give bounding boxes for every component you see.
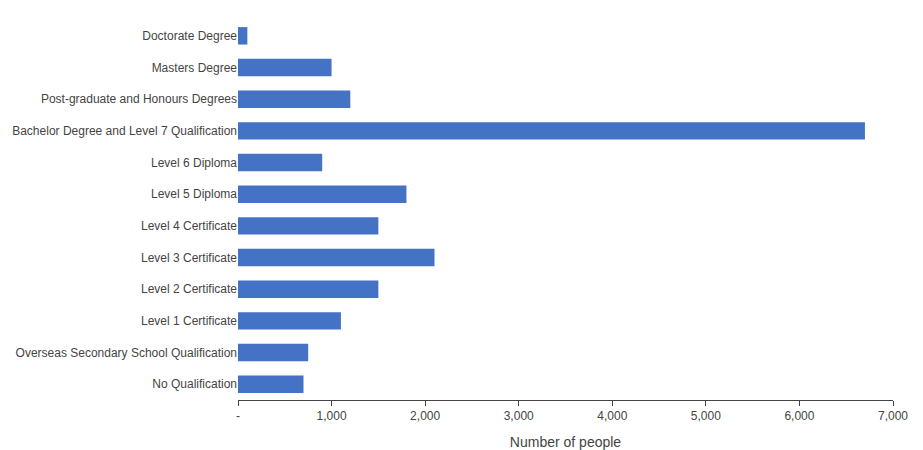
svg-text:-: -: [236, 409, 240, 423]
svg-text:6,000: 6,000: [784, 409, 814, 423]
svg-text:Level 2 Certificate: Level 2 Certificate: [141, 282, 237, 296]
svg-text:Level 5 Diploma: Level 5 Diploma: [151, 187, 237, 201]
svg-text:5,000: 5,000: [691, 409, 721, 423]
svg-text:Number of people: Number of people: [510, 434, 622, 450]
svg-text:Masters Degree: Masters Degree: [152, 61, 238, 75]
svg-text:Bachelor Degree and Level 7 Qu: Bachelor Degree and Level 7 Qualificatio…: [12, 124, 237, 138]
svg-text:4,000: 4,000: [597, 409, 627, 423]
svg-text:Overseas Secondary School Qual: Overseas Secondary School Qualification: [16, 346, 237, 360]
svg-text:7,000: 7,000: [878, 409, 908, 423]
svg-text:1,000: 1,000: [317, 409, 347, 423]
svg-text:3,000: 3,000: [504, 409, 534, 423]
svg-text:Level 6 Diploma: Level 6 Diploma: [151, 156, 237, 170]
svg-text:Doctorate Degree: Doctorate Degree: [142, 29, 237, 43]
svg-text:Level 1 Certificate: Level 1 Certificate: [141, 314, 237, 328]
svg-text:Level 3 Certificate: Level 3 Certificate: [141, 251, 237, 265]
svg-text:Post-graduate and Honours Degr: Post-graduate and Honours Degrees: [41, 92, 237, 106]
svg-text:2,000: 2,000: [410, 409, 440, 423]
svg-text:Level 4 Certificate: Level 4 Certificate: [141, 219, 237, 233]
svg-text:No Qualification: No Qualification: [152, 377, 237, 391]
